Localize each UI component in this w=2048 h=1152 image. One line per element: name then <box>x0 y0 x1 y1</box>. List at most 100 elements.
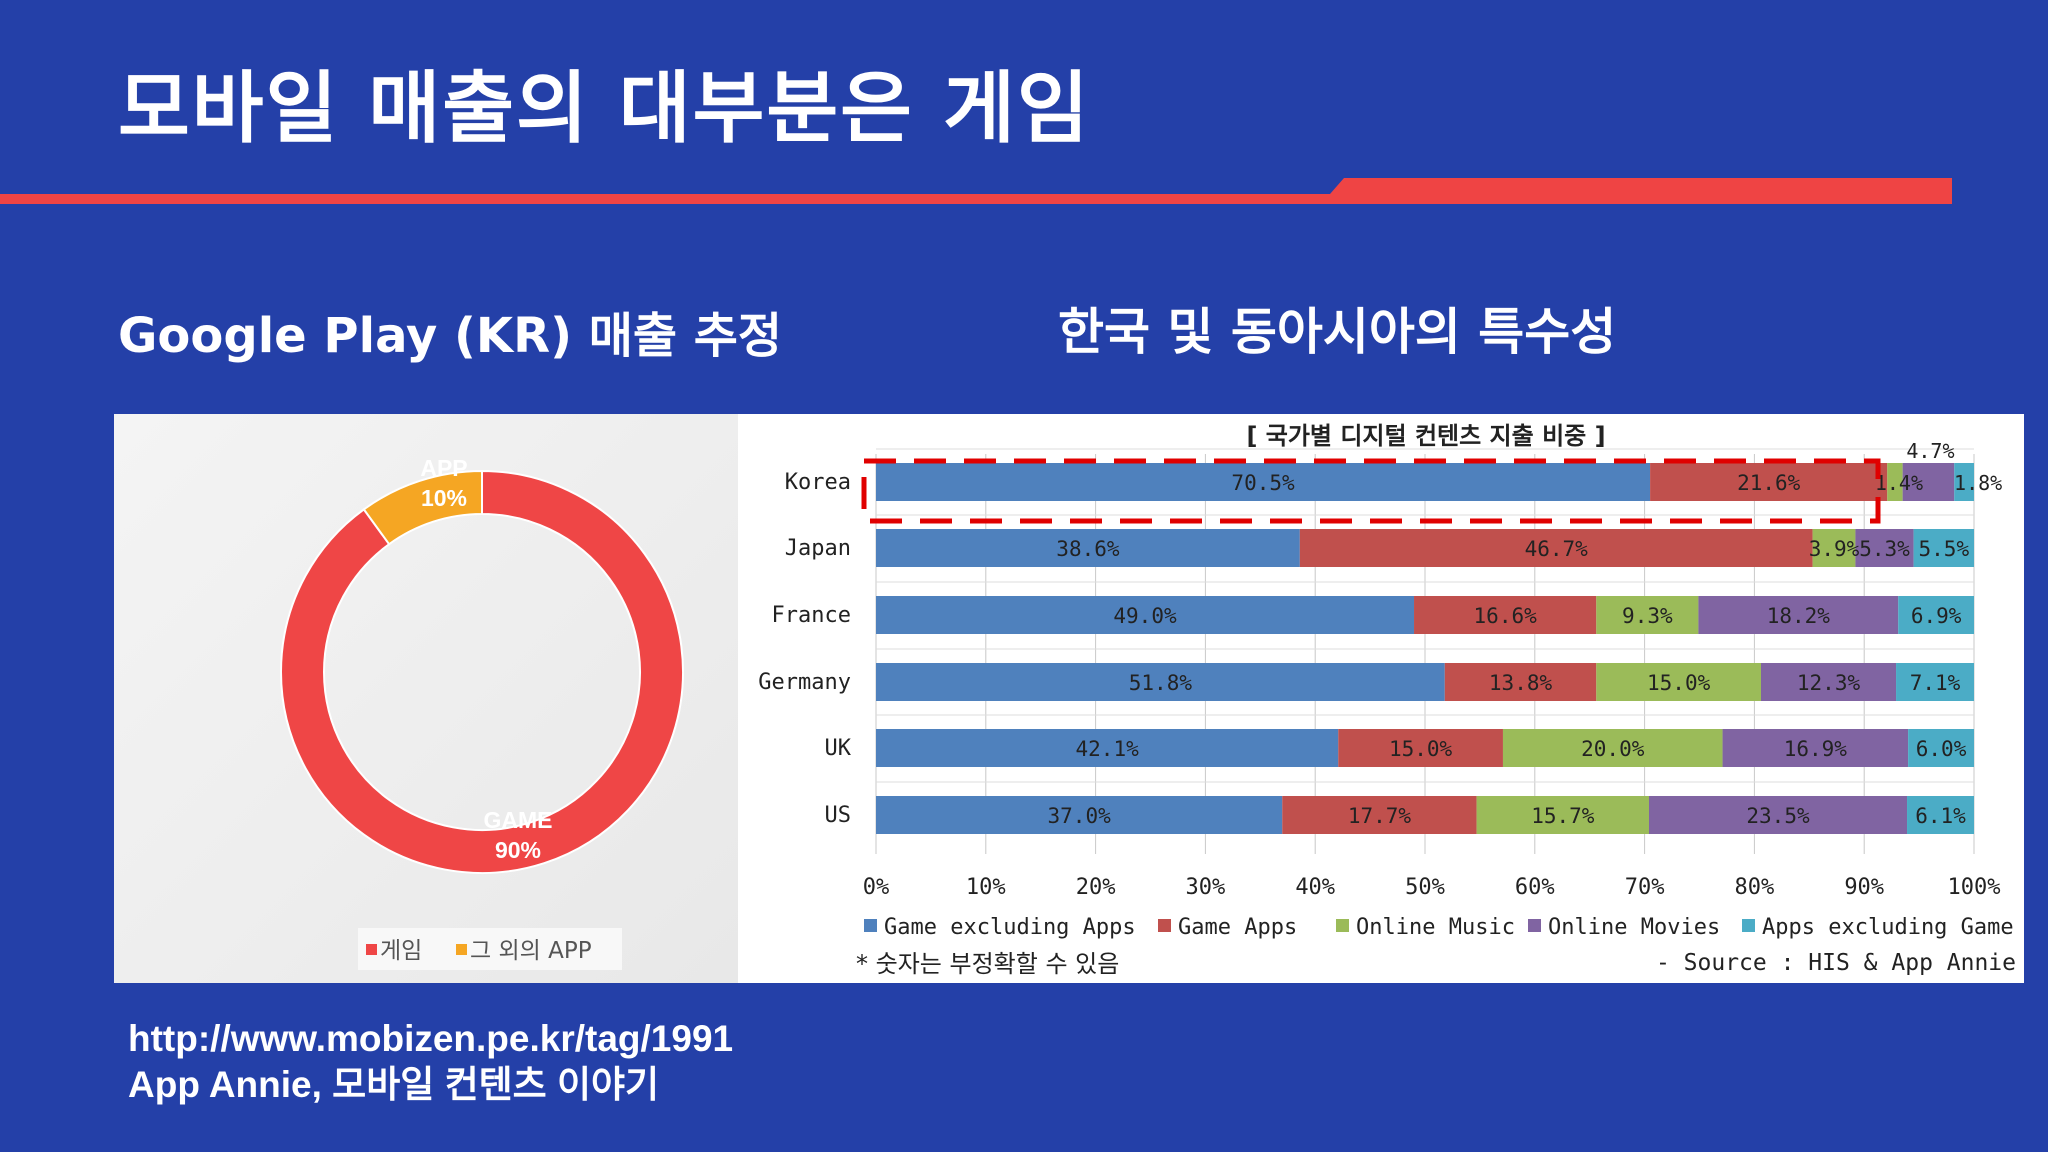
x-tick-label: 60% <box>1515 875 1555 900</box>
data-label-japan-3: 5.3% <box>1859 537 1910 561</box>
data-label-japan-1: 46.7% <box>1525 537 1589 561</box>
slide-title: 모바일 매출의 대부분은 게임 <box>118 64 1091 154</box>
bar-segment-japan-0 <box>876 529 1300 567</box>
bar-segment-france-4 <box>1898 596 1974 634</box>
category-label-france: France <box>772 603 851 628</box>
bar-segment-japan-3 <box>1855 529 1914 567</box>
donut-slice-game <box>280 469 684 874</box>
bar-segment-korea-0 <box>876 463 1651 501</box>
bar-segment-us-1 <box>1282 796 1477 834</box>
legend-label-0: Game excluding Apps <box>884 915 1136 940</box>
bar-chart-title: [ 국가별 디지털 컨텐츠 지출 비중 ] <box>1246 422 1605 450</box>
x-tick-label: 100% <box>1948 875 2001 900</box>
legend-label-4: Apps excluding Game <box>1762 915 2014 940</box>
donut-pct-app: 10% <box>421 485 467 511</box>
bar-segment-korea-4 <box>1954 463 1974 501</box>
bar-segment-france-1 <box>1414 596 1597 634</box>
bar-segment-germany-1 <box>1444 663 1597 701</box>
data-label-korea-0: 70.5% <box>1231 471 1295 495</box>
accent-stripe-shape <box>0 178 1952 204</box>
data-label-france-0: 49.0% <box>1113 604 1177 628</box>
legend-swatch-2 <box>1336 919 1349 932</box>
stacked-bar-panel: [ 국가별 디지털 컨텐츠 지출 비중 ] Korea Japan France Ger… <box>738 414 2024 983</box>
donut-chart-panel: GAME 90% APP 10% 게임 그 외의 APP <box>114 414 738 983</box>
bar-segment-us-2 <box>1476 796 1649 834</box>
legend-swatch-3 <box>1528 919 1541 932</box>
legend-swatch-1 <box>1158 919 1171 932</box>
source-description: App Annie, 모바일 컨텐츠 이야기 <box>128 1064 660 1105</box>
bar-segment-uk-3 <box>1722 729 1909 767</box>
bar-segment-korea-3 <box>1902 463 1955 501</box>
data-label-germany-0: 51.8% <box>1129 671 1193 695</box>
x-tick-label: 30% <box>1186 875 1226 900</box>
x-tick-label: 80% <box>1735 875 1775 900</box>
legend-label-1: Game Apps <box>1178 915 1297 940</box>
data-label-france-2: 9.3% <box>1622 604 1673 628</box>
stacked-bar-chart: [ 국가별 디지털 컨텐츠 지출 비중 ] Korea Japan France Ger… <box>758 422 2016 978</box>
legend-label-3: Online Movies <box>1548 915 1720 940</box>
data-label-japan-4: 5.5% <box>1919 537 1970 561</box>
bar-segment-us-4 <box>1907 796 1974 834</box>
data-label-france-4: 6.9% <box>1911 604 1962 628</box>
data-label-uk-1: 15.0% <box>1389 737 1453 761</box>
data-label-uk-3: 16.9% <box>1784 737 1848 761</box>
category-label-japan: Japan <box>785 536 851 561</box>
bar-segment-japan-4 <box>1913 529 1974 567</box>
bar-segment-germany-0 <box>876 663 1445 701</box>
source-citation: http://www.mobizen.pe.kr/tag/1991 App An… <box>128 1016 733 1108</box>
data-label-korea-3: 4.7% <box>1906 439 1954 463</box>
data-label-us-1: 17.7% <box>1348 804 1412 828</box>
x-tick-label: 20% <box>1076 875 1116 900</box>
data-label-korea-2: 1.4% <box>1875 471 1923 495</box>
bar-segment-japan-2 <box>1812 529 1856 567</box>
korea-highlight-box <box>861 458 1881 524</box>
bar-segment-uk-0 <box>876 729 1339 767</box>
category-label-germany: Germany <box>758 670 851 695</box>
bar-segment-uk-2 <box>1502 729 1723 767</box>
data-label-us-3: 23.5% <box>1746 804 1810 828</box>
data-label-us-4: 6.1% <box>1915 804 1966 828</box>
donut-chart: GAME 90% APP 10% 게임 그 외의 APP <box>280 455 684 970</box>
donut-label-app: APP <box>420 455 467 481</box>
category-label-us: US <box>825 803 852 828</box>
data-label-germany-3: 12.3% <box>1797 671 1861 695</box>
data-label-korea-4: 1.8% <box>1954 471 2002 495</box>
data-label-france-3: 18.2% <box>1767 604 1831 628</box>
bar-segment-us-0 <box>876 796 1283 834</box>
x-tick-label: 90% <box>1844 875 1884 900</box>
bar-segment-us-3 <box>1648 796 1908 834</box>
x-tick-label: 0% <box>863 875 890 900</box>
bar-segment-germany-2 <box>1596 663 1761 701</box>
donut-legend-label-app: 그 외의 APP <box>470 938 592 964</box>
bar-segment-uk-1 <box>1338 729 1503 767</box>
data-label-us-0: 37.0% <box>1048 804 1112 828</box>
bar-segment-uk-4 <box>1908 729 1974 767</box>
chart-source: - Source : HIS & App Annie <box>1656 950 2016 976</box>
bar-segment-france-2 <box>1596 596 1699 634</box>
left-heading: Google Play (KR) 매출 추정 <box>118 308 783 364</box>
donut-legend-box <box>358 928 622 970</box>
chart-note: * 숫자는 부정확할 수 있음 <box>856 950 1119 978</box>
data-label-france-1: 16.6% <box>1474 604 1538 628</box>
bar-segment-korea-1 <box>1650 463 1888 501</box>
bar-segment-japan-1 <box>1299 529 1813 567</box>
right-heading: 한국 및 동아시아의 특수성 <box>1058 303 1617 361</box>
category-label-uk: UK <box>825 736 852 761</box>
donut-legend-label-game: 게임 <box>380 938 422 964</box>
legend-swatch-4 <box>1742 919 1755 932</box>
source-url: http://www.mobizen.pe.kr/tag/1991 <box>128 1018 734 1059</box>
bar-segment-germany-3 <box>1760 663 1897 701</box>
legend-label-2: Online Music <box>1356 915 1515 940</box>
bar-segment-france-3 <box>1698 596 1899 634</box>
data-label-uk-0: 42.1% <box>1076 737 1140 761</box>
bar-segment-germany-4 <box>1896 663 1974 701</box>
data-label-japan-0: 38.6% <box>1056 537 1120 561</box>
category-label-korea: Korea <box>785 470 851 495</box>
x-tick-label: 10% <box>966 875 1006 900</box>
x-tick-label: 70% <box>1625 875 1665 900</box>
data-label-germany-2: 15.0% <box>1647 671 1711 695</box>
donut-slice-app <box>362 469 483 546</box>
data-label-us-2: 15.7% <box>1531 804 1595 828</box>
donut-legend-swatch-game <box>366 944 377 955</box>
